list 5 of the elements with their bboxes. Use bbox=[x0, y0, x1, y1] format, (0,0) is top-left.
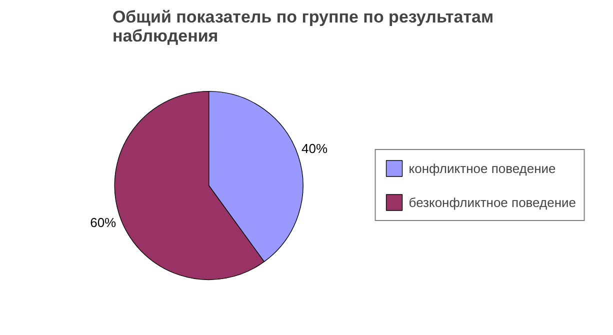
data-label: 60% bbox=[90, 214, 117, 230]
chart-title: Общий показатель по группе по результатам наблюдения bbox=[112, 8, 494, 46]
legend-label: конфликтное поведение bbox=[408, 160, 556, 176]
data-label: 40% bbox=[302, 141, 328, 156]
legend-label: безконфликтное поведение bbox=[408, 194, 576, 210]
